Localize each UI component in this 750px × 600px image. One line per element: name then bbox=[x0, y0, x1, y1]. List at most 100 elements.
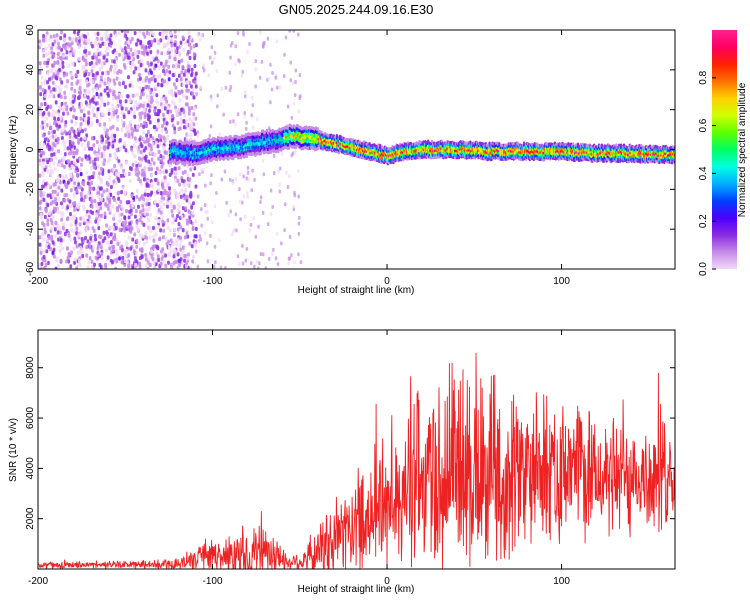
spectrogram-noise-cell bbox=[78, 167, 82, 172]
spectrogram-noise-cell bbox=[267, 256, 271, 261]
spectrogram-noise-cell bbox=[52, 152, 56, 157]
spectrogram-noise-cell bbox=[134, 258, 138, 264]
spectrogram-noise-cell bbox=[111, 248, 115, 253]
spectrogram-noise-cell bbox=[178, 243, 182, 248]
spectrogram-noise-cell bbox=[52, 53, 56, 58]
spectrogram-noise-cell bbox=[46, 60, 50, 66]
spectrogram-noise-cell bbox=[294, 80, 297, 85]
spectrogram-noise-cell bbox=[163, 106, 167, 111]
spectrogram-noise-cell bbox=[157, 118, 160, 123]
spectrogram-noise-cell bbox=[275, 231, 279, 236]
spectrogram-noise-cell bbox=[63, 130, 67, 135]
spectrogram-noise-cell bbox=[180, 252, 183, 258]
spectrogram-noise-cell bbox=[138, 30, 142, 34]
spectrogram-noise-cell bbox=[113, 236, 117, 242]
spectrogram-noise-cell bbox=[109, 126, 113, 131]
spectrogram-noise-cell bbox=[93, 198, 97, 204]
spectrogram-noise-cell bbox=[165, 183, 169, 188]
spectrogram-noise-cell bbox=[53, 227, 57, 232]
spectrogram-noise-cell bbox=[244, 126, 248, 131]
spectrogram-noise-cell bbox=[83, 127, 87, 132]
spectrogram-noise-cell bbox=[218, 237, 221, 242]
spectrogram-noise-cell bbox=[205, 241, 209, 246]
spectrogram-noise-cell bbox=[275, 39, 279, 44]
spectrogram-noise-cell bbox=[112, 216, 116, 221]
spectrogram-noise-cell bbox=[118, 52, 121, 57]
spectrogram-noise-cell bbox=[156, 75, 160, 80]
spectrogram-noise-cell bbox=[87, 110, 90, 115]
spectrogram-noise-cell bbox=[53, 143, 57, 148]
spectrogram-noise-cell bbox=[135, 194, 139, 200]
spectrogram-noise-cell bbox=[196, 194, 200, 199]
spectrogram-noise-cell bbox=[98, 171, 101, 176]
spectrogram-noise-cell bbox=[180, 178, 184, 183]
spectrogram-noise-cell bbox=[185, 74, 188, 79]
spectrogram-noise-cell bbox=[117, 171, 121, 177]
spectrogram-noise-cell bbox=[108, 200, 111, 205]
spectrogram-noise-cell bbox=[130, 226, 134, 231]
spectrogram-noise-cell bbox=[185, 261, 188, 266]
spectrogram-noise-cell bbox=[161, 30, 165, 35]
spectrogram-noise-cell bbox=[95, 153, 98, 158]
spectrogram-noise-cell bbox=[138, 111, 142, 117]
spectrogram-noise-cell bbox=[117, 196, 120, 201]
spectrogram-noise-cell bbox=[117, 95, 121, 100]
spectrogram-noise-cell bbox=[107, 193, 110, 198]
spectrogram-noise-cell bbox=[190, 84, 193, 89]
spectrogram-noise-cell bbox=[131, 203, 135, 208]
spectrogram-noise-cell bbox=[79, 78, 82, 83]
spectrogram-noise-cell bbox=[246, 195, 249, 200]
spectrogram-noise-cell bbox=[74, 150, 78, 155]
spectrogram-noise-cell bbox=[250, 113, 253, 118]
spectrogram-noise-cell bbox=[190, 244, 194, 249]
spectrogram-noise-cell bbox=[123, 55, 127, 60]
spectrogram-noise-cell bbox=[68, 36, 72, 41]
spectrogram-noise-cell bbox=[182, 94, 186, 99]
spectrogram-noise-cell bbox=[130, 147, 133, 152]
spectrogram-noise-cell bbox=[135, 163, 139, 169]
spectrogram-noise-cell bbox=[252, 216, 255, 221]
spectrogram-noise-cell bbox=[100, 193, 104, 198]
spectrogram-noise-cell bbox=[297, 231, 301, 236]
spectrogram-noise-cell bbox=[69, 188, 73, 193]
spectrogram-noise-cell bbox=[50, 157, 53, 162]
spectrogram-noise-cell bbox=[103, 153, 106, 158]
spectrogram-noise-cell bbox=[158, 141, 162, 146]
spectrogram-noise-cell bbox=[188, 215, 192, 220]
spectrogram-noise-cell bbox=[202, 68, 206, 73]
spectrogram-noise-cell bbox=[77, 233, 81, 238]
spectrogram-noise-cell bbox=[145, 94, 149, 99]
spectrogram-noise-cell bbox=[62, 111, 65, 116]
spectrogram-noise-cell bbox=[108, 88, 111, 93]
spectrogram-noise-cell bbox=[79, 263, 82, 268]
spectrogram-noise-cell bbox=[231, 232, 234, 237]
spectrogram-noise-cell bbox=[135, 238, 139, 243]
spectrogram-noise-cell bbox=[82, 107, 86, 112]
spectrogram-noise-cell bbox=[107, 234, 111, 239]
spectrogram-noise-cell bbox=[148, 108, 151, 113]
spectrogram-noise-cell bbox=[68, 129, 72, 134]
spectrogram-noise-cell bbox=[158, 31, 162, 36]
spectrogram-noise-cell bbox=[153, 199, 157, 204]
spectrogram-noise-cell bbox=[129, 166, 133, 172]
spectrogram-noise-cell bbox=[227, 213, 231, 218]
spectrogram-noise-cell bbox=[145, 75, 149, 81]
spectrogram-noise-cell bbox=[194, 71, 198, 76]
spectrogram-noise-cell bbox=[168, 172, 172, 177]
spectrogram-noise-cell bbox=[172, 64, 175, 69]
spectrogram-noise-cell bbox=[42, 33, 45, 39]
spectrogram-noise-cell bbox=[186, 60, 190, 66]
spectrogram-noise-cell bbox=[43, 119, 47, 125]
spectrogram-noise-cell bbox=[67, 259, 71, 264]
spectrogram-noise-cell bbox=[152, 74, 156, 79]
spectrogram-noise-cell bbox=[264, 266, 268, 269]
spectrogram-noise-cell bbox=[89, 122, 93, 128]
spectrogram-noise-cell bbox=[184, 206, 188, 211]
spectrogram-noise-cell bbox=[254, 84, 257, 89]
spectrogram-noise-cell bbox=[120, 119, 124, 124]
spectrogram-noise-cell bbox=[88, 245, 92, 250]
spectrogram-noise-cell bbox=[149, 100, 153, 105]
spectrogram-noise-cell bbox=[107, 76, 110, 81]
spectrogram-noise-cell bbox=[74, 220, 78, 225]
spectrogram-noise-cell bbox=[112, 59, 116, 64]
